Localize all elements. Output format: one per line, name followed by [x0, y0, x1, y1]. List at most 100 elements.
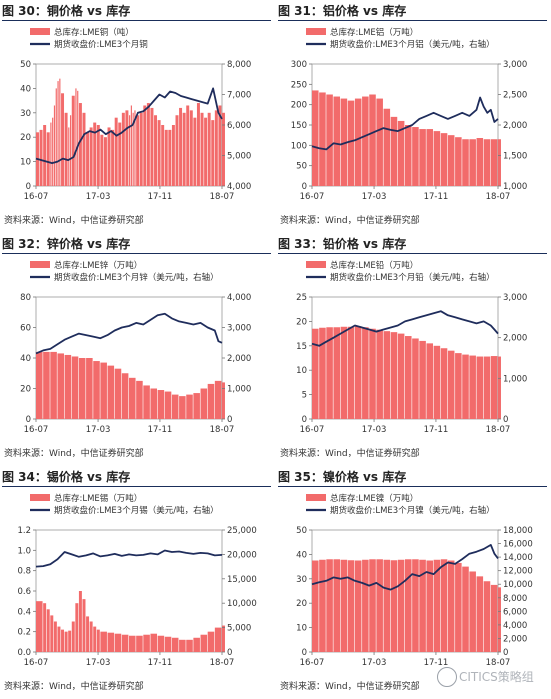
bar	[129, 377, 136, 419]
bar	[77, 90, 79, 186]
legend-label-line: 期货收盘价:LME3个月锡（美元/吨，右轴）	[54, 505, 219, 516]
bar	[498, 139, 501, 186]
right-tick-label: 2,000	[503, 334, 527, 344]
left-tick-label: 20	[296, 317, 307, 327]
chart-svg: 总库存:LME铜（吨）期货收盘价:LME3个月铜 0 10 20 30 40 50 4,000…	[20, 27, 251, 202]
bar	[136, 380, 143, 419]
bar	[179, 396, 186, 419]
price-line	[35, 312, 223, 355]
bar	[136, 115, 140, 186]
bar	[130, 105, 132, 186]
bar	[64, 354, 72, 419]
bar	[490, 356, 498, 419]
bar	[157, 120, 161, 186]
bar	[175, 115, 179, 186]
legend-label-bar: 总库存:LME铜（吨）	[54, 27, 134, 38]
right-tick-label: 2,000	[503, 121, 527, 131]
right-tick-label: 3,000	[503, 60, 527, 70]
bar	[383, 331, 391, 419]
bar	[157, 635, 165, 652]
panel-title: 图 35：镍价格 vs 库存	[278, 469, 547, 487]
x-tick-label: 16-07	[300, 192, 325, 202]
bar	[164, 391, 172, 419]
right-tick-label: 0	[227, 415, 232, 425]
x-tick-label: 17-11	[424, 425, 449, 435]
bar	[222, 625, 225, 652]
source-note: 资料来源：Wind，中信证券研究部	[280, 682, 420, 692]
right-tick-label: 1,000	[227, 385, 251, 395]
bar	[125, 110, 129, 186]
right-tick-label: 7,000	[227, 91, 251, 101]
source-note: 资料来源：Wind，中信证券研究部	[4, 216, 144, 226]
bar	[362, 327, 369, 419]
bar	[347, 100, 355, 186]
bar	[114, 368, 122, 419]
bar	[154, 115, 158, 186]
right-tick-label: 5,000	[227, 624, 251, 634]
bar	[426, 560, 434, 652]
bar	[150, 107, 154, 186]
bar	[150, 388, 158, 419]
right-tick-label: 20,000	[227, 550, 257, 560]
bar	[100, 362, 107, 419]
bar	[107, 127, 111, 186]
x-tick-label: 16-07	[24, 658, 49, 668]
bar	[186, 105, 190, 186]
bar	[369, 94, 376, 186]
bar	[419, 340, 426, 419]
bar	[179, 107, 183, 186]
bar	[326, 94, 333, 186]
left-tick-label: 80	[20, 293, 31, 303]
bar	[171, 394, 179, 419]
bar	[78, 358, 86, 419]
bar	[405, 559, 412, 652]
bar	[405, 336, 412, 419]
right-tick-label: 6,000	[227, 121, 251, 131]
bar	[57, 81, 59, 186]
left-tick-label: 20	[20, 133, 31, 143]
bar	[383, 559, 391, 652]
bar	[52, 117, 54, 186]
bar	[186, 394, 193, 419]
left-tick-label: 150	[291, 121, 307, 131]
price-line	[35, 87, 223, 164]
bar	[134, 110, 136, 186]
bar-series	[312, 90, 501, 186]
left-tick-label: 50	[296, 526, 307, 536]
bar	[347, 560, 355, 652]
legend-label-line: 期货收盘价:LME3个月铅（美元/吨，右轴）	[330, 272, 495, 283]
bar-series	[312, 559, 501, 652]
bar	[462, 354, 469, 419]
bar	[204, 117, 208, 186]
left-tick-label: 25	[296, 293, 307, 303]
bar-series	[36, 351, 225, 419]
watermark-text: CITICS策略组	[459, 670, 534, 684]
bar	[312, 560, 319, 652]
right-tick-label: 3,000	[503, 293, 527, 303]
legend-swatch-bar	[306, 261, 326, 268]
bar	[121, 634, 129, 652]
left-tick-label: 20	[20, 385, 31, 395]
right-tick-label: 18,000	[503, 526, 533, 536]
chart-panel-lead: 图 33：铅价格 vs 库存 总库存:LME铅（万吨） 期货收盘价:LME3个月铅…	[276, 233, 551, 466]
bar	[129, 635, 136, 652]
bar	[55, 88, 57, 186]
bar-series	[312, 326, 501, 419]
legend-label-bar: 总库存:LME锌（万吨）	[54, 260, 142, 271]
panel-title: 图 32：锌价格 vs 库存	[2, 236, 271, 254]
bar	[383, 108, 391, 186]
bar	[179, 639, 186, 652]
bar	[164, 129, 168, 186]
bar	[462, 139, 469, 186]
left-tick-label: 5	[302, 391, 307, 401]
bar-series	[36, 591, 225, 652]
bar	[71, 356, 79, 419]
chart-panel-tin: 图 34：锡价格 vs 库存 总库存:LME锡（万吨） 期货收盘价:LME3个月锡…	[0, 466, 275, 699]
bar	[319, 559, 326, 652]
bar	[354, 326, 362, 419]
bar	[376, 98, 383, 186]
bar	[397, 120, 405, 186]
bar	[114, 117, 118, 186]
bar	[150, 633, 158, 652]
bar	[455, 353, 462, 419]
